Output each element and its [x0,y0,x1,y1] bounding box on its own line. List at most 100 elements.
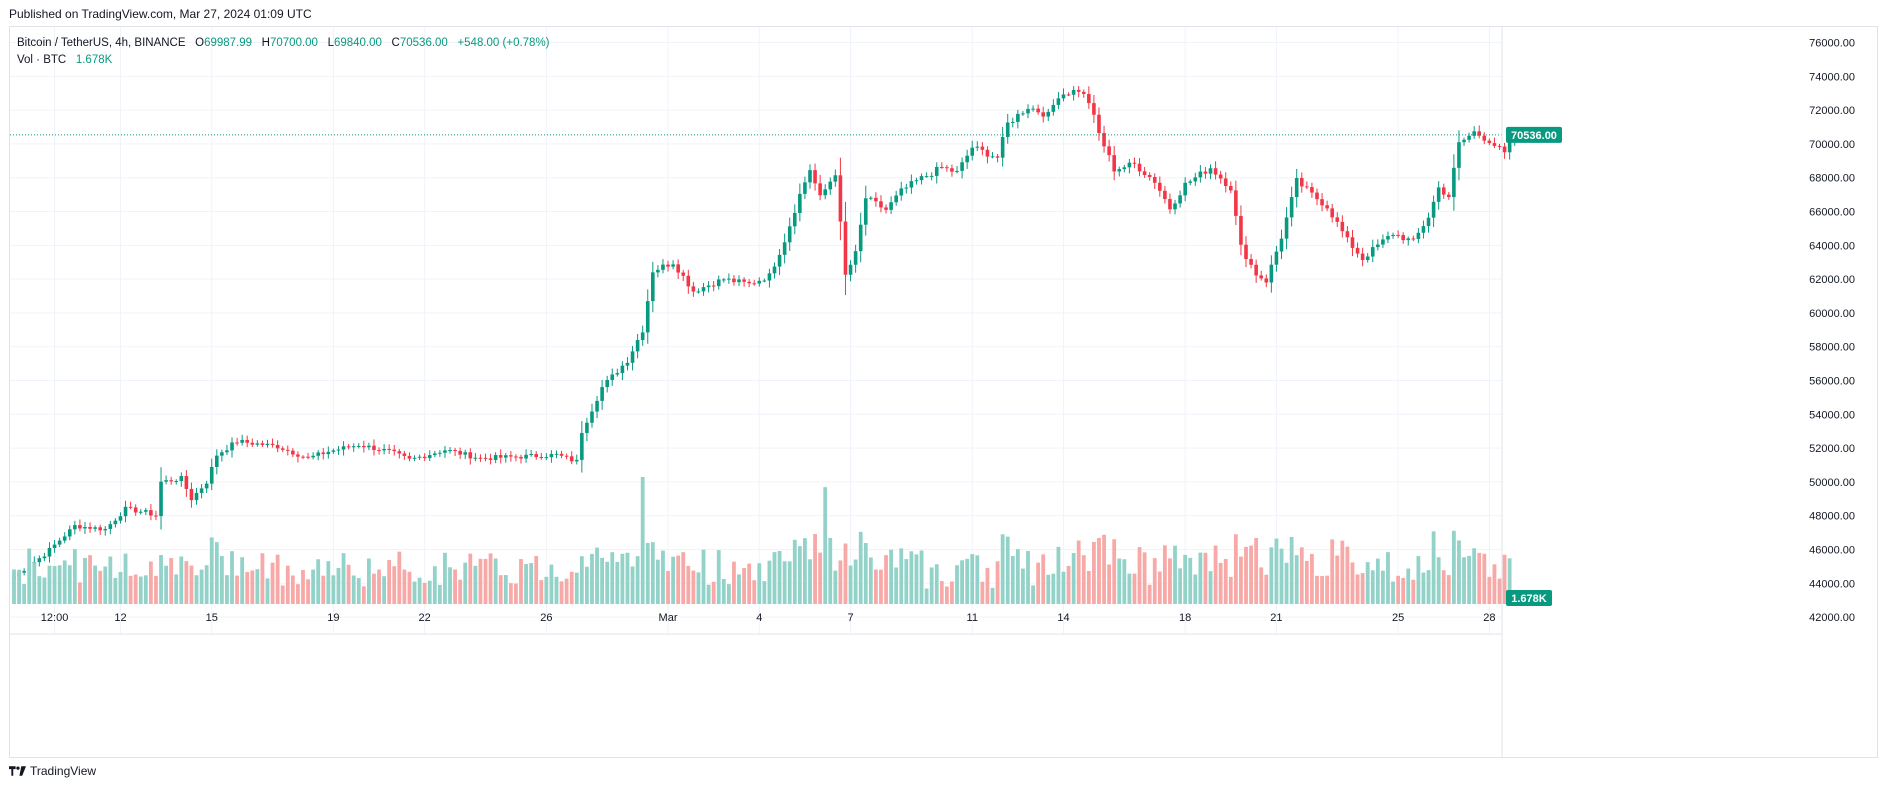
candle-body [103,528,108,531]
candle-body [514,456,518,458]
candle-body [1041,112,1046,117]
volume-bar [179,556,184,604]
footer-brand[interactable]: TradingView [9,764,96,778]
candle-body [1132,162,1137,164]
candle-body [985,149,990,157]
volume-bar [427,580,432,604]
volume-bar [813,534,817,604]
high-label: H [261,37,270,49]
volume-bar [1299,547,1304,604]
volume-bar [1173,545,1177,604]
candle-body [73,525,77,530]
volume-bar [1051,573,1056,604]
candle-body [199,488,204,493]
volume-bar [493,558,498,604]
volume-bar [12,569,16,604]
candle-body [1274,251,1279,265]
volume-bar [686,565,691,604]
candle-body [174,481,179,483]
volume-bar [1360,573,1365,604]
volume-bar [737,574,741,604]
volume-bar [1279,548,1284,604]
volume-bar [1396,575,1401,604]
volume-bar [209,537,214,604]
volume-bar [645,543,650,604]
candle-body [240,439,244,443]
volume-bar [1487,576,1492,604]
volume-bar [1421,572,1426,604]
candle-body [1021,113,1025,115]
volume-bar [382,576,387,604]
candle-body [1416,232,1421,239]
volume-bar [950,581,954,604]
candle-body [630,351,635,363]
volume-bar [280,585,285,604]
candle-body [37,558,42,563]
volume-bar [671,556,675,604]
volume-bar [914,554,919,604]
chart-frame[interactable]: 42000.00 44000.00 46000.00 48000.00 50000.00… [9,26,1878,758]
candle-body [62,536,67,541]
candle-body [1010,121,1015,123]
candle-body [1229,185,1233,191]
volume-bar [1107,564,1112,604]
candle-body [782,242,787,255]
candle-body [585,422,589,433]
y-tick-label: 56000.00 [1809,376,1855,388]
candle-body [1436,187,1441,202]
volume-bar [468,553,473,604]
candle-body [306,456,310,458]
volume-bar [265,578,270,604]
x-tick-label: 18 [1179,612,1191,624]
volume-bar [701,549,706,604]
volume-bar [696,572,701,604]
volume-bar [1451,530,1456,604]
candle-body [245,439,250,443]
volume-bar [437,584,442,604]
candle-body [645,301,650,333]
candle-body [118,516,123,521]
candle-body [549,454,554,458]
candle-body [311,455,315,458]
volume-bar [777,550,782,604]
volume-bar [169,558,174,604]
volume-bar [655,559,660,604]
volume-bar [1168,558,1172,604]
volume-bar [726,584,731,604]
candle-body [285,449,290,451]
volume-bar [752,580,757,604]
volume-bar [980,581,985,604]
candle-body [950,168,954,172]
candle-body [1497,145,1502,147]
candle-body [326,451,331,455]
candle-body [387,448,391,450]
candle-body [275,444,280,449]
volume-bar [944,586,949,604]
candle-body [1507,141,1512,153]
volume-bar [1031,585,1035,604]
candle-body [691,286,696,292]
volume-bar [326,561,331,604]
candlestick-chart[interactable]: 42000.00 44000.00 46000.00 48000.00 50000.00… [10,27,1877,757]
volume-bar [564,578,569,604]
candle-body [331,450,336,452]
volume-bar [1436,557,1441,604]
candle-body [762,280,767,282]
volume-bar [478,558,483,604]
volume-bar [275,554,280,604]
volume-bar [1010,556,1015,604]
candle-body [1046,111,1051,117]
candle-body [448,450,452,452]
candle-body [965,155,969,163]
volume-bar [894,567,899,604]
volume-bar [1086,570,1091,604]
candle-body [574,459,579,462]
volume-bar [1015,549,1020,604]
candle-body [919,176,924,181]
volume-bar [1274,538,1279,604]
volume-bar [1264,574,1269,604]
volume-bar [311,569,316,604]
volume-bar [1502,554,1507,604]
volume-bar [1132,573,1137,604]
y-tick-label: 54000.00 [1809,409,1855,421]
